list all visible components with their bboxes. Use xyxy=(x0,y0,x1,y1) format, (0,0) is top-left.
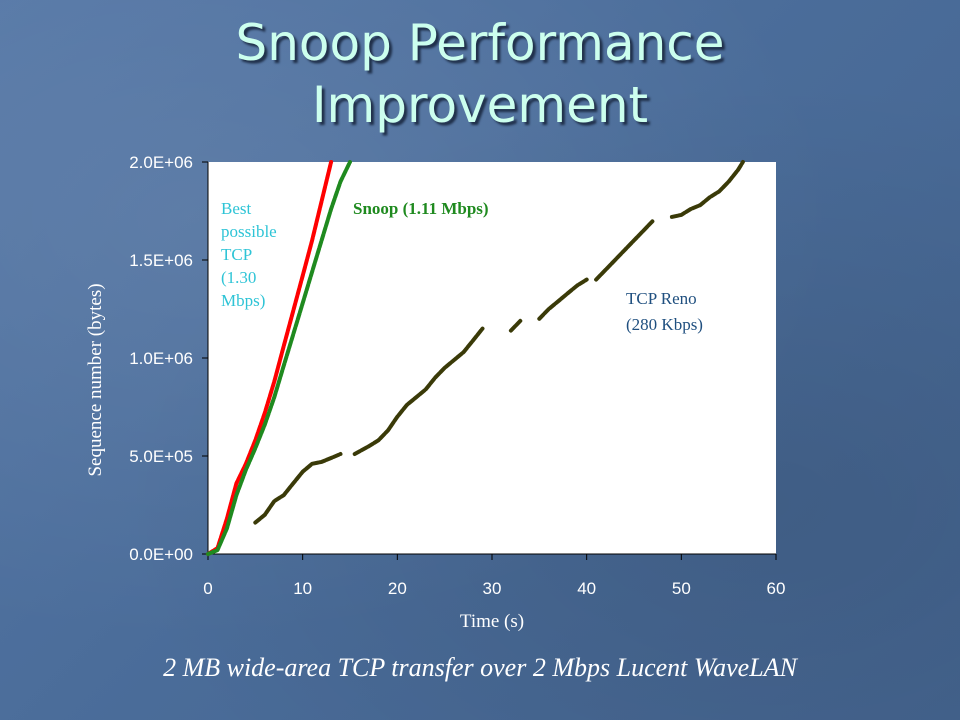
y-axis-label: Sequence number (bytes) xyxy=(85,283,106,476)
x-tick-label: 30 xyxy=(483,579,502,598)
series-labels: Best possible TCP (1.30 Mbps) Snoop (1.11 Mbp… xyxy=(221,199,703,334)
x-tick-label: 10 xyxy=(293,579,312,598)
y-tick-label: 0.0E+00 xyxy=(129,545,193,564)
best-possible-tcp-label: (1.30 xyxy=(221,268,256,287)
snoop-label: Snoop (1.11 Mbps) xyxy=(353,199,489,218)
tcp-reno-line xyxy=(253,452,343,525)
x-tick-label: 20 xyxy=(388,579,407,598)
x-tick-label: 40 xyxy=(577,579,596,598)
series-layer xyxy=(206,160,745,556)
slide-caption: 2 MB wide-area TCP transfer over 2 Mbps … xyxy=(163,653,797,682)
tcp-reno-line xyxy=(352,326,485,456)
x-axis-label: Time (s) xyxy=(460,611,524,632)
tcp-reno-line xyxy=(669,160,745,219)
y-tick-label: 5.0E+05 xyxy=(129,447,193,466)
tcp-reno-label: (280 Kbps) xyxy=(626,315,703,334)
plot-area xyxy=(208,162,776,554)
x-tick-label: 0 xyxy=(203,579,212,598)
tcp-reno-line xyxy=(594,218,655,282)
snoop-line xyxy=(206,160,352,556)
best-possible-tcp-line xyxy=(206,160,334,556)
tcp-reno-line xyxy=(508,318,523,333)
tcp-reno-label: TCP Reno xyxy=(626,289,697,308)
x-ticks: 0 10 20 30 40 50 60 xyxy=(203,554,785,598)
best-possible-tcp-label: Mbps) xyxy=(221,291,265,310)
y-tick-label: 2.0E+06 xyxy=(129,153,193,172)
y-ticks: 0.0E+00 5.0E+05 1.0E+06 1.5E+06 2.0E+06 xyxy=(129,153,208,564)
x-tick-label: 50 xyxy=(672,579,691,598)
x-tick-label: 60 xyxy=(767,579,786,598)
best-possible-tcp-label: Best xyxy=(221,199,252,218)
best-possible-tcp-label: possible xyxy=(221,222,277,241)
best-possible-tcp-label: TCP xyxy=(221,245,252,264)
slide-title: Snoop Performance Improvement xyxy=(0,12,960,136)
tcp-reno-line xyxy=(537,277,589,321)
y-tick-label: 1.0E+06 xyxy=(129,349,193,368)
y-tick-label: 1.5E+06 xyxy=(129,251,193,270)
slide-title-line-2: Improvement xyxy=(311,76,649,134)
slide-title-line-1: Snoop Performance xyxy=(235,14,725,72)
